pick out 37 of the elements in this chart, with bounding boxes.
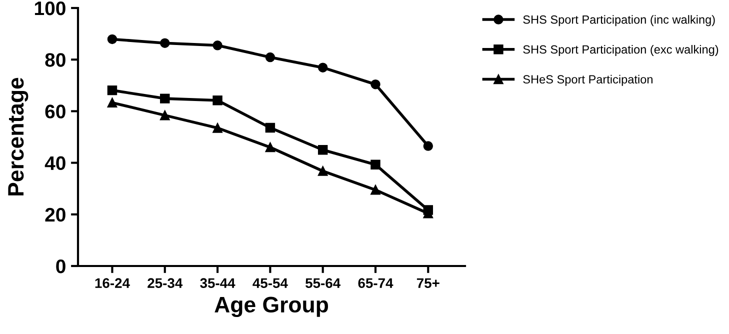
point [370, 80, 380, 90]
point [370, 160, 380, 170]
point [265, 142, 276, 152]
legend-label: SHS Sport Participation (inc walking) [523, 15, 715, 26]
point [107, 34, 118, 44]
point [107, 98, 118, 108]
point [265, 52, 276, 62]
x-tick-label: 75+ [416, 278, 440, 288]
point [318, 62, 328, 72]
point [212, 123, 222, 133]
y-tick-label: 80 [45, 53, 66, 67]
y-tick-label: 0 [56, 259, 66, 274]
y-tick-label: 100 [34, 1, 66, 16]
x-tick-label: 25-34 [148, 278, 183, 288]
y-tick-label: 60 [45, 104, 66, 118]
point [212, 40, 222, 50]
x-tick-label: 65-74 [358, 278, 394, 288]
x-tick-label: 45-54 [252, 278, 288, 288]
point [265, 122, 276, 133]
point [318, 166, 328, 176]
point [160, 110, 170, 120]
legend-label: SHeS Sport Participation [523, 74, 652, 86]
point [423, 141, 434, 151]
x-tick-label: 55-64 [306, 278, 341, 288]
point [160, 94, 170, 104]
y-tick-label: 40 [44, 156, 66, 170]
x-tick-label: 35-44 [200, 278, 236, 288]
point [212, 96, 222, 106]
legend-label: SHS Sport Participation (exc walking) [523, 44, 718, 56]
x-axis-title: Age Group [214, 296, 328, 318]
point [160, 38, 170, 48]
point [370, 185, 380, 195]
y-axis-title: Percentage [8, 78, 28, 196]
point [107, 85, 118, 96]
y-tick-label: 20 [45, 208, 66, 222]
point [318, 145, 328, 155]
x-tick-label: 16-24 [95, 278, 130, 288]
